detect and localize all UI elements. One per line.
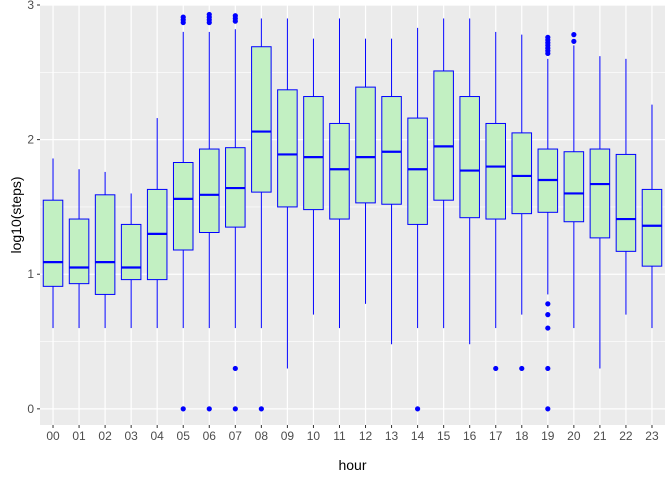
outlier-point	[415, 406, 421, 412]
box-group-21	[589, 56, 611, 369]
x-tick-label: 05	[177, 429, 191, 443]
box-iqr	[120, 223, 142, 281]
y-tick-label: 1	[27, 267, 34, 281]
box-iqr	[303, 96, 324, 211]
box-iqr	[485, 122, 506, 220]
box-group-06	[199, 11, 220, 412]
x-tick-label: 04	[151, 429, 165, 443]
box-group-03	[120, 193, 142, 329]
box-iqr	[589, 148, 611, 239]
x-tick-label: 18	[515, 429, 529, 443]
box-group-02	[94, 171, 116, 329]
x-tick-label: 19	[541, 429, 555, 443]
box-iqr	[641, 188, 663, 267]
box-group-05	[172, 14, 194, 412]
outlier-point	[545, 325, 551, 331]
x-tick-label: 03	[124, 429, 138, 443]
box-group-20	[563, 32, 585, 329]
x-tick-label: 01	[72, 429, 86, 443]
outlier-point	[206, 406, 212, 412]
box-iqr	[172, 162, 194, 251]
outlier-point	[258, 406, 264, 412]
box-group-19	[537, 34, 559, 412]
outlier-point	[545, 312, 551, 318]
y-tick-label: 3	[27, 0, 34, 12]
box-iqr	[251, 46, 272, 193]
box-iqr	[355, 86, 376, 204]
box-iqr	[615, 153, 637, 252]
box-group-12	[355, 38, 376, 304]
outlier-point	[180, 14, 186, 20]
box-group-04	[146, 118, 168, 329]
box-group-09	[277, 18, 298, 369]
x-tick-label: 09	[281, 429, 295, 443]
box-iqr	[381, 96, 402, 205]
outlier-point	[232, 406, 238, 412]
box-group-01	[68, 169, 90, 329]
x-tick-label: 10	[307, 429, 321, 443]
box-iqr	[563, 151, 585, 223]
y-tick-label: 2	[27, 133, 34, 147]
x-tick-label: 06	[203, 429, 217, 443]
x-tick-label: 16	[463, 429, 477, 443]
x-tick-label: 14	[411, 429, 425, 443]
x-tick-label: 23	[645, 429, 659, 443]
box-group-15	[433, 18, 454, 329]
x-axis: 00 01 02 03 04 05 06 07 08 09 10 11 12 13 14 15 16 17 18 19…	[46, 425, 659, 443]
box-group-08	[251, 18, 272, 412]
outlier-point	[545, 301, 551, 307]
outlier-point	[232, 13, 238, 19]
x-tick-label: 08	[255, 429, 269, 443]
x-tick-label: 22	[619, 429, 633, 443]
box-series	[42, 11, 663, 412]
box-iqr	[459, 96, 480, 219]
x-tick-label: 07	[229, 429, 243, 443]
box-group-22	[615, 58, 637, 315]
x-tick-label: 02	[98, 429, 112, 443]
outlier-point	[571, 32, 577, 38]
box-group-10	[303, 38, 324, 315]
outlier-point	[493, 365, 499, 372]
x-tick-label: 17	[489, 429, 503, 443]
x-tick-label: 11	[333, 429, 346, 443]
box-group-00	[42, 158, 64, 329]
box-iqr	[433, 70, 454, 201]
x-tick-label: 13	[385, 429, 399, 443]
x-tick-label: 21	[593, 429, 607, 443]
box-iqr	[94, 194, 116, 295]
x-tick-label: 20	[567, 429, 581, 443]
box-group-13	[381, 38, 402, 345]
outlier-point	[180, 406, 186, 412]
y-tick-label: 0	[27, 402, 34, 416]
outlier-point	[206, 11, 212, 18]
outlier-point	[519, 365, 525, 372]
y-axis-title: log10(steps)	[8, 176, 24, 253]
outlier-point	[545, 406, 551, 412]
box-iqr	[511, 132, 533, 215]
x-tick-label: 15	[437, 429, 451, 443]
box-iqr	[68, 218, 90, 285]
box-group-17	[485, 31, 506, 372]
box-iqr	[407, 117, 428, 225]
box-group-18	[511, 34, 533, 372]
plot-panel	[40, 5, 665, 425]
box-iqr	[199, 148, 220, 234]
box-group-07	[225, 13, 246, 412]
box-iqr	[42, 199, 64, 287]
box-iqr	[277, 89, 298, 208]
box-group-14	[407, 27, 428, 412]
x-axis-title: hour	[338, 457, 366, 473]
x-tick-label: 00	[46, 429, 60, 443]
y-axis: 0 1 2 3	[27, 0, 40, 416]
box-iqr	[329, 122, 350, 220]
outlier-point	[571, 38, 577, 44]
box-group-23	[641, 104, 663, 329]
x-tick-label: 12	[359, 429, 373, 443]
box-group-11	[329, 18, 350, 329]
outlier-point	[232, 365, 238, 372]
outlier-point	[545, 34, 551, 40]
box-group-16	[459, 18, 480, 345]
outlier-point	[545, 365, 551, 372]
